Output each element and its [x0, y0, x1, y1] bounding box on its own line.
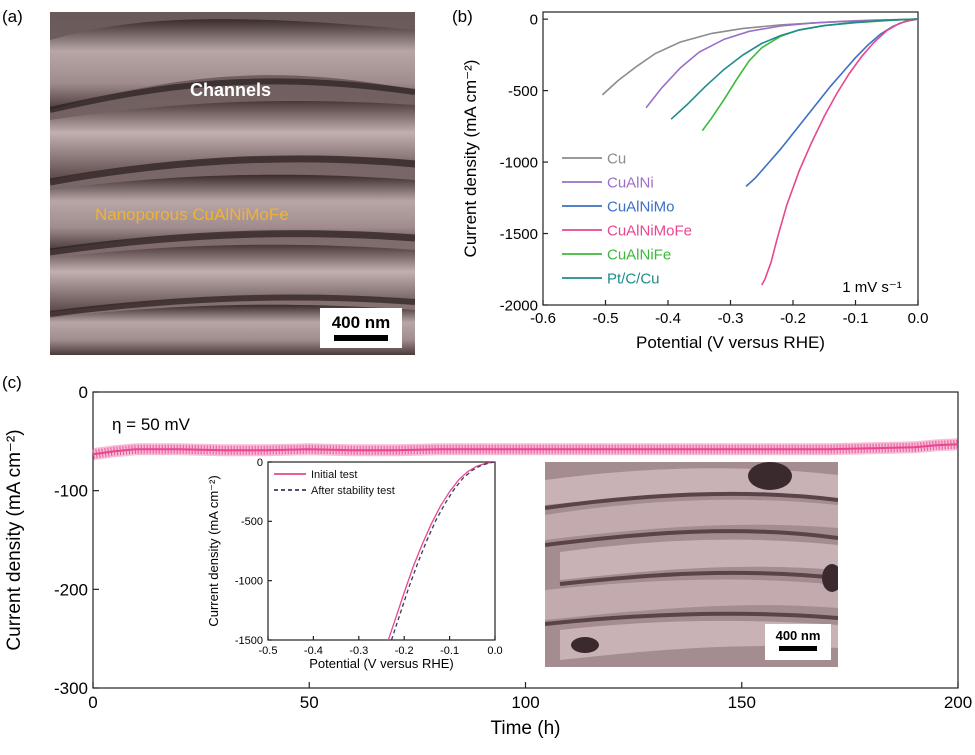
- x-tick-label: 0.0: [487, 645, 502, 657]
- panel-b-letter: (b): [452, 7, 473, 26]
- y-tick-label: -200: [54, 580, 88, 599]
- series-line: [387, 461, 496, 641]
- nanoporous-label: Nanoporous CuAlNiMoFe: [95, 205, 289, 224]
- sem-image-a: [50, 12, 415, 355]
- legend-label: CuAlNiMo: [607, 198, 675, 215]
- chart-c-inset: -0.5 -0.4 -0.3 -0.2 -0.1 0.0 0 -500 -1000 -1500 Po…: [206, 457, 503, 671]
- legend-label: After stability test: [311, 485, 395, 497]
- panel-c: (c) 0 50 100 150 200 0 -100 -200 -300 Time (h) Cur…: [2, 373, 972, 739]
- legend-label: Pt/C/Cu: [607, 270, 660, 287]
- panel-b: (b) -0.6 -0.5 -0.4 -0.3 -0.2 -0.1 0.0 0 -500 -100…: [452, 7, 928, 352]
- x-tick-label: -0.5: [593, 310, 619, 327]
- y-axis-label: Current density (mA cm⁻²): [4, 429, 25, 650]
- y-tick-label: -100: [54, 482, 88, 501]
- y-axis-label: Current density (mA cm⁻²): [461, 60, 480, 258]
- y-tick-label: 0: [79, 383, 88, 402]
- chart-b: -0.6 -0.5 -0.4 -0.3 -0.2 -0.1 0.0 0 -500 -1000 -15…: [461, 11, 928, 352]
- y-tick-label: -1500: [500, 226, 538, 243]
- series-line: [645, 18, 919, 109]
- x-tick-label: 50: [300, 693, 319, 712]
- x-tick-label: 150: [728, 693, 756, 712]
- y-tick-label: -500: [241, 516, 263, 528]
- scalebar-inset: 400 nm: [765, 624, 831, 660]
- scalebar-a-label: 400 nm: [332, 313, 391, 332]
- x-tick-label: -0.1: [440, 645, 459, 657]
- inset-background: [268, 462, 495, 640]
- series-line: [601, 18, 919, 96]
- y-tick-label: -1500: [235, 635, 263, 647]
- scalebar-inset-label: 400 nm: [776, 628, 821, 643]
- y-tick-label: -500: [508, 83, 538, 100]
- x-tick-label: -0.2: [780, 310, 806, 327]
- legend-label: CuAlNiFe: [607, 246, 671, 263]
- x-tick-label: -0.3: [718, 310, 744, 327]
- legend-label: Initial test: [311, 469, 357, 481]
- x-axis-label: Potential (V versus RHE): [636, 333, 825, 352]
- x-tick-label: -0.6: [530, 310, 556, 327]
- panel-a: (a) Channels Nanoporous CuAlNiMoFe 400 n…: [2, 7, 415, 355]
- y-tick-label: -300: [54, 679, 88, 698]
- plot-frame: [267, 461, 496, 641]
- legend-label: CuAlNiMoFe: [607, 222, 692, 239]
- legend-label: CuAlNi: [607, 174, 654, 191]
- panel-c-letter: (c): [2, 373, 22, 392]
- x-axis-label: Time (h): [490, 718, 560, 739]
- panel-a-letter: (a): [2, 7, 23, 26]
- x-tick-label: 200: [944, 693, 972, 712]
- x-tick-label: 100: [511, 693, 539, 712]
- scalebar-a: 400 nm: [320, 308, 402, 348]
- y-tick-label: -1000: [235, 576, 263, 588]
- series-line: [761, 18, 919, 286]
- x-tick-label: -0.1: [843, 310, 869, 327]
- eta-label: η = 50 mV: [112, 415, 191, 434]
- legend-label: Cu: [607, 150, 626, 167]
- x-tick-label: -0.4: [304, 645, 323, 657]
- x-tick-label: -0.3: [349, 645, 368, 657]
- x-tick-label: 0: [88, 693, 97, 712]
- y-tick-label: -2000: [500, 297, 538, 314]
- x-axis-label: Potential (V versus RHE): [309, 656, 454, 671]
- series-line-core: [92, 443, 959, 456]
- channels-label: Channels: [190, 80, 271, 100]
- y-tick-label: 0: [257, 457, 263, 469]
- chart-c: 0 50 100 150 200 0 -100 -200 -300 Time (h) Current…: [4, 383, 972, 739]
- x-tick-label: -0.4: [655, 310, 681, 327]
- y-axis-label: Current density (mA cm⁻²): [206, 475, 221, 626]
- y-tick-label: 0: [530, 11, 538, 28]
- series-line: [670, 18, 919, 120]
- x-tick-label: -0.2: [395, 645, 414, 657]
- y-tick-label: -1000: [500, 154, 538, 171]
- rate-label: 1 mV s⁻¹: [842, 279, 902, 296]
- x-tick-label: 0.0: [908, 310, 929, 327]
- x-tick-label: -0.5: [259, 645, 278, 657]
